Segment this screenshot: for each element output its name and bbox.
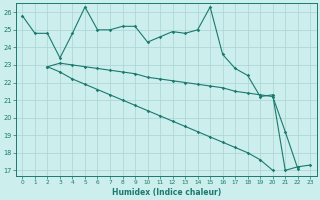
X-axis label: Humidex (Indice chaleur): Humidex (Indice chaleur)	[112, 188, 221, 197]
